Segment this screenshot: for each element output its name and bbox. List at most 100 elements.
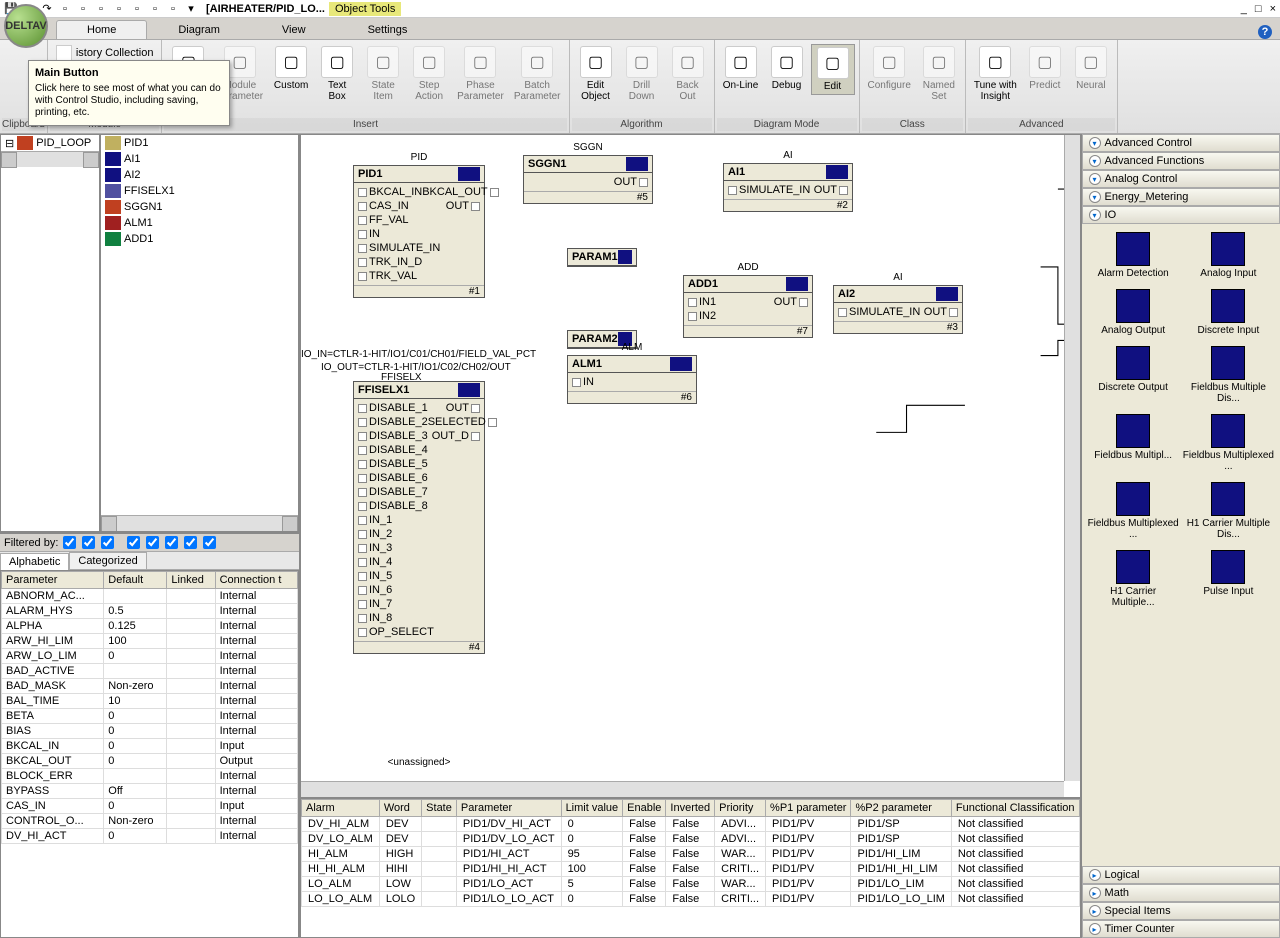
palette-category[interactable]: ▸Math bbox=[1082, 884, 1280, 902]
filter-check-1[interactable] bbox=[63, 536, 76, 549]
ribbon-button[interactable]: ▢PhaseParameter bbox=[453, 44, 508, 104]
canvas-scroll-h[interactable] bbox=[301, 781, 1064, 797]
ribbon-button[interactable]: ▢Neural bbox=[1069, 44, 1113, 93]
ribbon-button[interactable]: ▢Edit bbox=[811, 44, 855, 95]
param-row[interactable]: ARW_HI_LIM100Internal bbox=[2, 634, 298, 649]
ribbon-tab-diagram[interactable]: Diagram bbox=[147, 20, 251, 39]
canvas-scroll-v[interactable] bbox=[1064, 135, 1080, 781]
param-row[interactable]: BAD_MASKNon-zeroInternal bbox=[2, 679, 298, 694]
palette-item[interactable]: H1 Carrier Multiple... bbox=[1088, 550, 1179, 608]
ribbon-tab-settings[interactable]: Settings bbox=[337, 20, 439, 39]
filter-check-3[interactable] bbox=[101, 536, 114, 549]
ribbon-button[interactable]: ▢EditObject bbox=[574, 44, 618, 104]
alarm-col-header[interactable]: Inverted bbox=[666, 800, 715, 817]
function-block-alm1[interactable]: ALMALM1IN#6 bbox=[567, 355, 697, 404]
alarm-col-header[interactable]: Priority bbox=[715, 800, 766, 817]
palette-item[interactable]: Analog Input bbox=[1183, 232, 1274, 279]
alarm-row[interactable]: LO_ALMLOWPID1/LO_ACT5FalseFalseWAR...PID… bbox=[302, 877, 1080, 892]
col-header[interactable]: Parameter bbox=[2, 572, 104, 589]
col-header[interactable]: Default bbox=[104, 572, 167, 589]
filter-check-8[interactable] bbox=[203, 536, 216, 549]
param-tab[interactable]: Alphabetic bbox=[0, 553, 69, 570]
diagram-canvas[interactable]: IO_IN=CTLR-1-HIT/IO1/C01/CH01/FIELD_VAL_… bbox=[300, 134, 1081, 798]
param-row[interactable]: BIAS0Internal bbox=[2, 724, 298, 739]
palette-item[interactable]: Fieldbus Multipl... bbox=[1088, 414, 1179, 472]
alarm-col-header[interactable]: Limit value bbox=[561, 800, 623, 817]
param-row[interactable]: ARW_LO_LIM0Internal bbox=[2, 649, 298, 664]
ribbon-button[interactable]: ▢StateItem bbox=[361, 44, 405, 104]
function-block-pid1[interactable]: PIDPID1BKCAL_INBKCAL_OUTCAS_INOUTFF_VALI… bbox=[353, 165, 485, 298]
scrollbar-h[interactable] bbox=[101, 515, 298, 531]
param-row[interactable]: BKCAL_IN0Input bbox=[2, 739, 298, 754]
close-button[interactable]: × bbox=[1270, 3, 1276, 15]
tree-right-pane[interactable]: PID1AI1AI2FFISELX1SGGN1ALM1ADD1 bbox=[100, 134, 299, 532]
tree-item[interactable]: FFISELX1 bbox=[101, 183, 298, 199]
qat-icon-4[interactable]: ▫ bbox=[112, 2, 126, 16]
palette-category[interactable]: ▾Advanced Control bbox=[1082, 134, 1280, 152]
param-tab[interactable]: Categorized bbox=[69, 552, 146, 569]
function-block-sggn1[interactable]: SGGNSGGN1OUT#5 bbox=[523, 155, 653, 204]
alarm-row[interactable]: DV_HI_ALMDEVPID1/DV_HI_ACT0FalseFalseADV… bbox=[302, 817, 1080, 832]
param-row[interactable]: BETA0Internal bbox=[2, 709, 298, 724]
alarm-col-header[interactable]: Alarm bbox=[302, 800, 380, 817]
param-row[interactable]: DV_HI_ACT0Internal bbox=[2, 829, 298, 844]
tree-item[interactable]: AI1 bbox=[101, 151, 298, 167]
param-row[interactable]: BAD_ACTIVEInternal bbox=[2, 664, 298, 679]
filter-check-6[interactable] bbox=[165, 536, 178, 549]
maximize-button[interactable]: □ bbox=[1255, 3, 1262, 15]
palette-item[interactable]: Fieldbus Multiple Dis... bbox=[1183, 346, 1274, 404]
ribbon-button[interactable]: ▢DrillDown bbox=[620, 44, 664, 104]
filter-check-2[interactable] bbox=[82, 536, 95, 549]
param-row[interactable]: ALPHA0.125Internal bbox=[2, 619, 298, 634]
param-row[interactable]: CONTROL_O...Non-zeroInternal bbox=[2, 814, 298, 829]
param-row[interactable]: CAS_IN0Input bbox=[2, 799, 298, 814]
scrollbar-h[interactable] bbox=[1, 151, 99, 167]
qat-icon-1[interactable]: ▫ bbox=[58, 2, 72, 16]
palette-category[interactable]: ▾Analog Control bbox=[1082, 170, 1280, 188]
function-block-ai2[interactable]: AIAI2SIMULATE_INOUT#3 bbox=[833, 285, 963, 334]
ribbon-button[interactable]: ▢On-Line bbox=[719, 44, 763, 93]
qat-icon-7[interactable]: ▫ bbox=[166, 2, 180, 16]
filter-check-5[interactable] bbox=[146, 536, 159, 549]
param-row[interactable]: BYPASSOffInternal bbox=[2, 784, 298, 799]
palette-item[interactable]: Pulse Input bbox=[1183, 550, 1274, 608]
alarm-row[interactable]: HI_HI_ALMHIHIPID1/HI_HI_ACT100FalseFalse… bbox=[302, 862, 1080, 877]
param-row[interactable]: BLOCK_ERRInternal bbox=[2, 769, 298, 784]
ribbon-button[interactable]: ▢NamedSet bbox=[917, 44, 961, 104]
palette-item[interactable]: Alarm Detection bbox=[1088, 232, 1179, 279]
palette-category[interactable]: ▾Advanced Functions bbox=[1082, 152, 1280, 170]
alarm-col-header[interactable]: Word bbox=[379, 800, 421, 817]
tree-item[interactable]: ALM1 bbox=[101, 215, 298, 231]
alarm-col-header[interactable]: Parameter bbox=[456, 800, 561, 817]
alarm-table[interactable]: AlarmWordStateParameterLimit valueEnable… bbox=[300, 798, 1081, 938]
qat-icon-3[interactable]: ▫ bbox=[94, 2, 108, 16]
ribbon-button[interactable]: ▢BatchParameter bbox=[510, 44, 565, 104]
qat-icon-5[interactable]: ▫ bbox=[130, 2, 144, 16]
palette-item[interactable]: Analog Output bbox=[1088, 289, 1179, 336]
param-row[interactable]: BKCAL_OUT0Output bbox=[2, 754, 298, 769]
palette-category[interactable]: ▾Energy_Metering bbox=[1082, 188, 1280, 206]
palette-item[interactable]: Discrete Input bbox=[1183, 289, 1274, 336]
palette-item[interactable]: H1 Carrier Multiple Dis... bbox=[1183, 482, 1274, 540]
palette-category[interactable]: ▾IO bbox=[1082, 206, 1280, 224]
minimize-button[interactable]: _ bbox=[1241, 3, 1247, 15]
alarm-col-header[interactable]: %P2 parameter bbox=[851, 800, 951, 817]
ribbon-button[interactable]: ▢Predict bbox=[1023, 44, 1067, 93]
alarm-row[interactable]: LO_LO_ALMLOLOPID1/LO_LO_ACT0FalseFalseCR… bbox=[302, 892, 1080, 907]
param-table[interactable]: ParameterDefaultLinkedConnection tABNORM… bbox=[0, 570, 299, 938]
filter-check-4[interactable] bbox=[127, 536, 140, 549]
col-header[interactable]: Linked bbox=[167, 572, 215, 589]
ribbon-button[interactable]: ▢Custom bbox=[269, 44, 313, 93]
function-block-param1[interactable]: PARAM1 bbox=[567, 248, 637, 267]
param-row[interactable]: ABNORM_AC...Internal bbox=[2, 589, 298, 604]
ribbon-button[interactable]: ▢BackOut bbox=[666, 44, 710, 104]
tree-item[interactable]: AI2 bbox=[101, 167, 298, 183]
palette-item[interactable]: Fieldbus Multiplexed ... bbox=[1183, 414, 1274, 472]
ribbon-button[interactable]: ▢Tune withInsight bbox=[970, 44, 1021, 104]
filter-check-7[interactable] bbox=[184, 536, 197, 549]
param-row[interactable]: ALARM_HYS0.5Internal bbox=[2, 604, 298, 619]
tree-item[interactable]: PID1 bbox=[101, 135, 298, 151]
function-block-add1[interactable]: ADDADD1IN1OUTIN2#7 bbox=[683, 275, 813, 338]
tree-item[interactable]: ADD1 bbox=[101, 231, 298, 247]
object-tools-tab[interactable]: Object Tools bbox=[329, 2, 401, 16]
